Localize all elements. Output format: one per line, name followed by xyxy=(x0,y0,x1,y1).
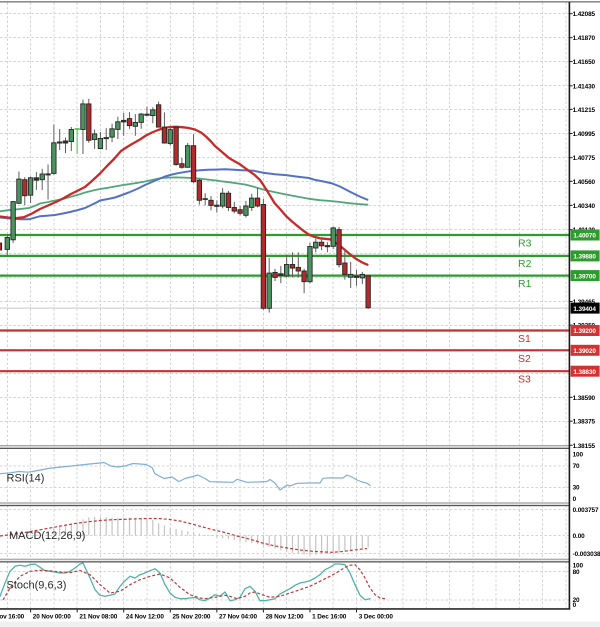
svg-text:R1: R1 xyxy=(518,278,532,290)
svg-text:1.41650: 1.41650 xyxy=(573,59,596,66)
svg-text:21 Nov 08:00: 21 Nov 08:00 xyxy=(79,614,117,621)
svg-text:R2: R2 xyxy=(518,258,532,270)
svg-text:28 Nov 12:00: 28 Nov 12:00 xyxy=(266,614,304,621)
svg-text:1.41215: 1.41215 xyxy=(573,107,596,114)
svg-text:25 Nov 20:00: 25 Nov 20:00 xyxy=(172,614,210,621)
svg-text:Stoch(9,6,3): Stoch(9,6,3) xyxy=(7,580,67,592)
svg-text:24 Nov 12:00: 24 Nov 12:00 xyxy=(126,614,164,621)
svg-text:20 Nov 00:00: 20 Nov 00:00 xyxy=(33,614,71,621)
svg-text:S2: S2 xyxy=(518,353,531,365)
svg-text:1.41430: 1.41430 xyxy=(573,83,596,90)
svg-text:18 Nov 16:00: 18 Nov 16:00 xyxy=(0,614,25,621)
svg-text:0: 0 xyxy=(573,602,577,609)
svg-text:20: 20 xyxy=(573,597,580,604)
svg-text:1.41870: 1.41870 xyxy=(573,35,596,42)
svg-text:R3: R3 xyxy=(518,237,532,249)
svg-text:1.39020: 1.39020 xyxy=(573,348,596,355)
svg-text:1.39880: 1.39880 xyxy=(573,254,596,261)
svg-text:1.40070: 1.40070 xyxy=(573,233,596,240)
svg-text:0.003757: 0.003757 xyxy=(573,507,599,514)
svg-text:1.40775: 1.40775 xyxy=(573,155,596,162)
svg-text:1.40340: 1.40340 xyxy=(573,203,596,210)
svg-text:1.40560: 1.40560 xyxy=(573,179,596,186)
svg-text:S1: S1 xyxy=(518,333,531,345)
svg-text:100: 100 xyxy=(573,452,584,459)
svg-text:1.38155: 1.38155 xyxy=(573,443,596,450)
svg-text:27 Nov 04:00: 27 Nov 04:00 xyxy=(219,614,257,621)
svg-text:70: 70 xyxy=(573,463,580,470)
svg-text:1.38590: 1.38590 xyxy=(573,395,596,402)
svg-text:1.39404: 1.39404 xyxy=(573,306,596,313)
svg-text:3 Dec 00:00: 3 Dec 00:00 xyxy=(359,614,394,621)
svg-text:1 Dec 16:00: 1 Dec 16:00 xyxy=(312,614,347,621)
svg-text:S3: S3 xyxy=(518,374,531,386)
svg-text:RSI(14): RSI(14) xyxy=(7,473,45,485)
svg-text:1.38830: 1.38830 xyxy=(573,369,596,376)
svg-text:1.42085: 1.42085 xyxy=(573,11,596,18)
svg-text:1.39700: 1.39700 xyxy=(573,273,596,280)
svg-text:80: 80 xyxy=(573,569,580,576)
svg-text:MACD(12,26,9): MACD(12,26,9) xyxy=(9,530,85,542)
svg-text:30: 30 xyxy=(573,485,580,492)
svg-text:100: 100 xyxy=(573,563,584,570)
svg-text:0.00: 0.00 xyxy=(573,533,586,540)
svg-text:-0.003038: -0.003038 xyxy=(573,551,600,558)
svg-text:1.40995: 1.40995 xyxy=(573,131,596,138)
svg-text:1.39200: 1.39200 xyxy=(573,328,596,335)
svg-text:1.39465: 1.39465 xyxy=(573,299,596,306)
svg-text:0: 0 xyxy=(573,496,577,503)
svg-text:1.38375: 1.38375 xyxy=(573,419,596,426)
